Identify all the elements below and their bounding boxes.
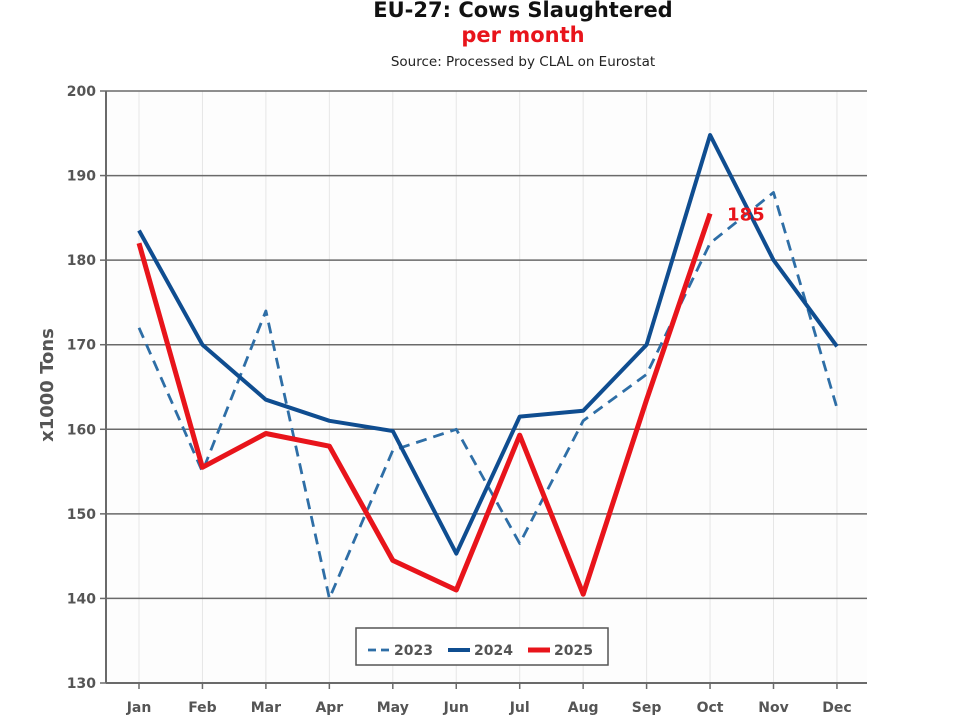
y-axis-label: x1000 Tons [37,328,58,442]
x-tick-label: Feb [188,700,217,716]
x-tick-label: Apr [315,700,343,716]
x-tick-label: Sep [632,700,662,716]
y-tick-label: 140 [67,591,96,607]
value-annotation: 185 [727,205,765,226]
legend-label-2025: 2025 [554,643,593,659]
legend: 2023 2024 2025 [355,627,609,666]
y-tick-label: 200 [67,84,96,100]
x-tick-label: Aug [568,700,599,716]
chart-source: Source: Processed by CLAL on Eurostat [390,54,656,70]
y-tick-label: 190 [67,169,96,185]
y-tick-label: 180 [67,253,96,269]
x-tick-label: Nov [758,700,788,716]
x-tick-label: Dec [822,700,851,716]
x-tick-label: Jun [443,700,469,716]
series-2024-line [137,133,839,556]
x-tick-label: Jan [126,700,152,716]
plot-area [106,91,867,683]
y-tick-label: 160 [67,422,96,438]
x-tick-label: Jul [509,700,530,716]
x-tick-label: Mar [251,700,281,716]
y-tick-label: 130 [67,676,96,692]
legend-label-2023: 2023 [394,643,433,659]
y-tick-label: 170 [67,338,96,354]
y-tick-label: 150 [67,507,96,523]
chart-title: EU-27: Cows Slaughtered [373,0,673,22]
chart-subtitle: per month [461,23,585,47]
legend-label-2024: 2024 [474,643,513,659]
legend-box [355,627,609,666]
series-2023-line [137,191,839,600]
x-tick-label: May [377,700,409,716]
x-tick-label: Oct [697,700,724,716]
series-2025-line [136,212,713,597]
